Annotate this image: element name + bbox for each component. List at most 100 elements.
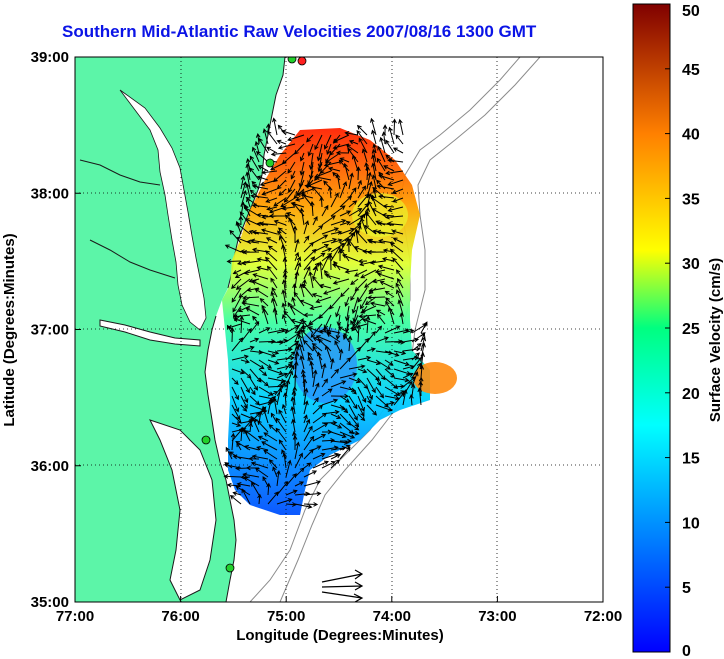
velocity-vector [417, 387, 423, 406]
velocity-vector [392, 147, 404, 154]
velocity-vector [358, 313, 377, 319]
velocity-vector [294, 143, 305, 155]
velocity-vector [348, 200, 358, 208]
grid-lines [75, 57, 603, 602]
velocity-vector [357, 287, 368, 303]
velocity-vector [312, 422, 329, 433]
velocity-vector [303, 312, 314, 318]
velocity-vector [285, 364, 295, 379]
velocity-vector [263, 432, 278, 442]
velocity-vector [350, 319, 359, 334]
velocity-vector [348, 422, 360, 431]
velocity-vector [226, 324, 233, 334]
velocity-vector [384, 290, 395, 298]
velocity-vector [330, 393, 350, 399]
velocity-vector [312, 225, 324, 235]
velocity-vector [371, 174, 377, 190]
velocity-vector [387, 179, 404, 186]
velocity-vector [303, 400, 309, 415]
velocity-vector [231, 278, 242, 290]
velocity-vector [243, 269, 260, 275]
velocity-vector [249, 321, 260, 334]
velocity-vector [348, 430, 360, 436]
velocity-vector [294, 251, 300, 262]
velocity-vector [294, 197, 305, 202]
velocity-vector [339, 195, 353, 208]
y-axis-ticks: 39:00 38:00 37:00 36:00 35:00 [31, 49, 81, 611]
velocity-vector [294, 452, 303, 469]
velocity-vector [382, 248, 395, 253]
velocity-vector [311, 186, 323, 199]
velocity-vector [317, 161, 323, 173]
velocity-vector [268, 459, 278, 469]
velocity-vector [395, 134, 404, 145]
velocity-vector [290, 405, 296, 424]
velocity-vector [256, 212, 269, 218]
velocity-vector [375, 359, 391, 370]
velocity-vector [411, 371, 419, 388]
velocity-vector [266, 130, 278, 145]
velocity-vector [267, 350, 280, 355]
velocity-vector [420, 321, 428, 334]
velocity-vector [248, 278, 260, 283]
velocity-vector [351, 154, 359, 172]
velocity-vector [276, 179, 287, 190]
velocity-vector [261, 228, 278, 235]
velocity-vector [225, 446, 233, 460]
x-tick-label: 77:00 [56, 608, 94, 625]
velocity-vector [291, 418, 296, 433]
velocity-vector [385, 214, 404, 220]
velocity-vector [259, 297, 269, 307]
velocity-vector [348, 364, 366, 370]
velocity-vector [361, 148, 368, 163]
velocity-vector [378, 174, 395, 181]
velocity-vector [340, 287, 350, 298]
velocity-vector [321, 362, 327, 379]
velocity-vector [371, 154, 377, 172]
velocity-vector [242, 472, 260, 478]
velocity-vector [316, 143, 323, 162]
velocity-vector [307, 326, 323, 334]
velocity-vector [291, 296, 296, 307]
velocity-vector [238, 215, 244, 226]
velocity-vector [376, 229, 395, 235]
velocity-vector [395, 289, 404, 307]
velocity-vector [402, 364, 415, 370]
y-tick-label: 35:00 [31, 594, 69, 611]
velocity-vector [294, 481, 305, 487]
velocity-vector [258, 377, 269, 387]
velocity-vector [241, 260, 260, 266]
colorbar-tick-label: 40 [682, 127, 700, 144]
velocity-vector [364, 161, 369, 172]
velocity-vector [387, 158, 404, 163]
velocity-vector [339, 357, 352, 370]
velocity-vector [339, 413, 352, 426]
velocity-vector [384, 359, 394, 366]
velocity-vector [276, 469, 281, 487]
velocity-vector [385, 297, 395, 307]
velocity-vector [409, 393, 414, 406]
velocity-vector [383, 165, 395, 172]
velocity-vector [258, 339, 276, 344]
velocity-vector [278, 235, 287, 253]
velocity-vector [294, 238, 300, 253]
velocity-vector [330, 230, 343, 235]
velocity-vector [348, 139, 359, 145]
velocity-vector [270, 277, 278, 289]
colorbar-tick-label: 50 [682, 3, 700, 20]
velocity-vector [303, 248, 317, 262]
velocity-vector [276, 372, 289, 379]
velocity-vector [309, 305, 323, 311]
velocity-vector [375, 377, 382, 387]
velocity-vector [385, 170, 404, 176]
velocity-vector [312, 452, 326, 460]
velocity-vector [312, 234, 329, 244]
velocity-vector [246, 287, 260, 292]
velocity-vector [374, 269, 386, 274]
velocity-vector [268, 424, 278, 433]
velocity-vector [256, 175, 269, 181]
velocity-vector [321, 247, 332, 253]
velocity-vector [370, 196, 386, 208]
x-tick-label: 75:00 [267, 608, 305, 625]
